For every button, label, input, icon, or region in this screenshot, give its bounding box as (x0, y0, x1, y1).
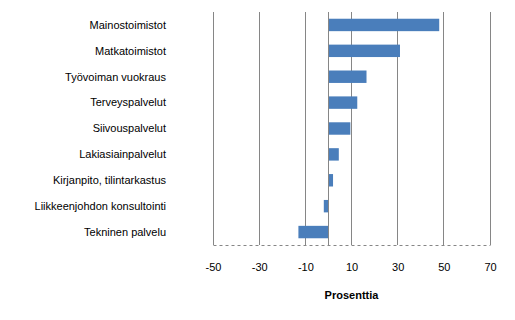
bar (328, 45, 400, 57)
x-tick: -10 (298, 245, 314, 273)
grid-line (490, 12, 491, 245)
bar (328, 148, 338, 160)
x-axis-title: Prosenttia (325, 289, 380, 301)
x-axis: -50 -30 -10 10 30 50 70 (206, 245, 497, 273)
bars (298, 19, 439, 239)
x-tick-label: -10 (298, 261, 314, 273)
x-tick-label: -50 (206, 261, 222, 273)
bar (324, 200, 329, 212)
chart: Mainostoimistot Matkatoimistot Työvoiman v… (0, 0, 515, 320)
x-tick: -30 (252, 245, 268, 273)
category-label: Terveyspalvelut (90, 96, 166, 108)
x-tick: 30 (392, 245, 404, 273)
x-tick-label: -30 (252, 261, 268, 273)
category-label: Siivouspalvelut (93, 122, 166, 134)
category-label: Liikkeenjohdon konsultointi (35, 200, 166, 212)
grid-line (213, 12, 214, 245)
bar (298, 226, 328, 238)
x-tick: 10 (346, 245, 358, 273)
category-label: Kirjanpito, tilintarkastus (53, 174, 167, 186)
category-label: Työvoiman vuokraus (65, 71, 166, 83)
grid-line (259, 12, 260, 245)
category-label: Tekninen palvelu (84, 226, 166, 238)
x-tick-label: 50 (438, 261, 450, 273)
x-tick: 70 (484, 245, 496, 273)
x-tick-label: 30 (392, 261, 404, 273)
grid-line (443, 12, 444, 245)
x-tick-label: 70 (484, 261, 496, 273)
category-label: Matkatoimistot (95, 45, 166, 57)
plot (213, 12, 490, 245)
x-axis-line (214, 245, 491, 246)
bar (328, 122, 350, 134)
x-tick-label: 10 (346, 261, 358, 273)
bar (328, 71, 366, 83)
x-tick: 50 (438, 245, 450, 273)
bar (328, 96, 357, 108)
grid (213, 12, 490, 245)
category-label: Lakiasiainpalvelut (79, 148, 166, 160)
bar (328, 19, 439, 31)
category-axis-line (328, 12, 329, 245)
x-tick: -50 (206, 245, 222, 273)
category-label: Mainostoimistot (90, 19, 166, 31)
bar (328, 174, 333, 186)
grid-line (305, 12, 306, 245)
category-labels: Mainostoimistot Matkatoimistot Työvoiman v… (35, 19, 167, 238)
